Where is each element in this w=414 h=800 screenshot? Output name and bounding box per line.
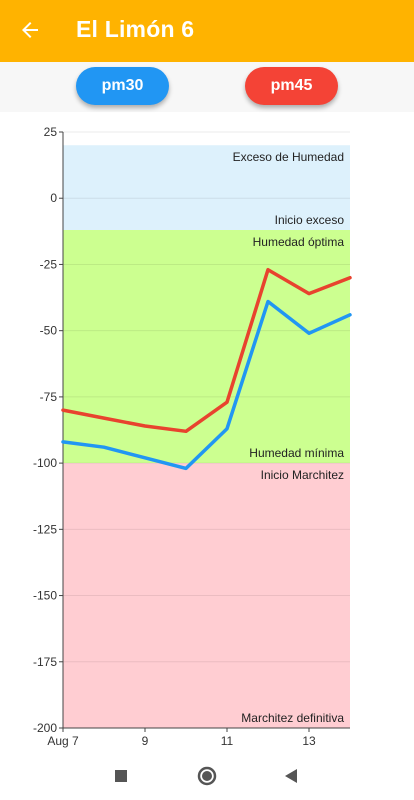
y-tick-label: -25	[40, 257, 58, 271]
system-nav-bar	[0, 752, 414, 800]
pm45-toggle-button[interactable]: pm45	[245, 67, 338, 105]
zone-top-label: Inicio Marchitez	[261, 468, 344, 482]
arrow-back-icon	[22, 22, 38, 38]
page-title: El Limón 6	[76, 16, 195, 42]
zone-top-label: Exceso de Humedad	[233, 150, 344, 164]
y-tick-label: -175	[33, 655, 57, 669]
y-tick-label: -125	[33, 522, 57, 536]
y-tick-label: -200	[33, 721, 57, 735]
back-button[interactable]	[12, 12, 48, 48]
zone-bottom-label: Humedad mínima	[249, 446, 344, 460]
y-tick-label: -50	[40, 324, 58, 338]
app-bar: El Limón 6	[0, 0, 414, 62]
zone-band	[63, 463, 350, 728]
y-tick-label: 25	[44, 125, 58, 139]
series-line-pm45	[61, 267, 352, 434]
y-tick-label: -75	[40, 390, 58, 404]
home-icon[interactable]	[195, 764, 219, 788]
y-tick-label: -150	[33, 589, 57, 603]
series-line-pm30	[61, 299, 352, 471]
zone-bottom-label: Marchitez definitiva	[241, 711, 344, 725]
x-tick-label: 11	[221, 734, 234, 748]
series-toggle-strip: pm30 pm45	[0, 62, 414, 112]
pm30-toggle-button[interactable]: pm30	[76, 67, 169, 105]
zone-band	[63, 145, 350, 231]
back-icon[interactable]	[279, 764, 303, 788]
y-tick-label: 0	[50, 191, 57, 205]
moisture-chart: Exceso de Humedad Inicio exceso Humedad óp…	[33, 125, 352, 748]
recent-apps-icon[interactable]	[109, 764, 133, 788]
zone-top-label: Humedad óptima	[253, 235, 345, 249]
zone-bottom-label: Inicio exceso	[275, 213, 345, 227]
y-tick-label: -100	[33, 456, 57, 470]
zone-band	[63, 230, 350, 464]
x-tick-label: 9	[142, 734, 149, 748]
x-tick-label: Aug 7	[47, 734, 79, 748]
x-tick-label: 13	[302, 734, 316, 748]
